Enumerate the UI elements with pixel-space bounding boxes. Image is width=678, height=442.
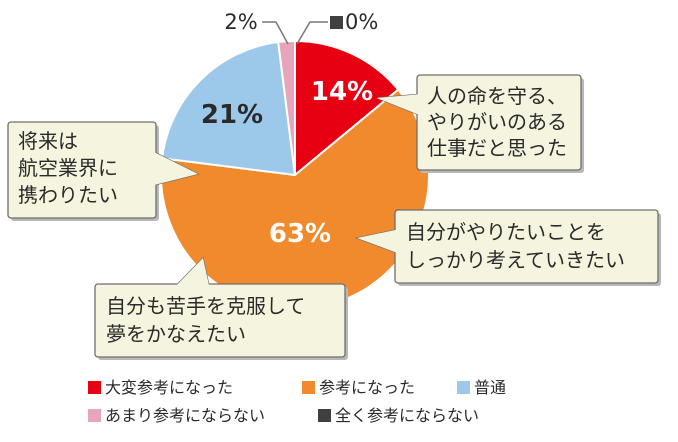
callout-text-line: 夢をかなえたい: [106, 322, 246, 346]
legend-item: 全く参考にならない: [318, 406, 479, 425]
pie-slice-labels: 14% 63% 21%: [201, 77, 373, 249]
legend-swatch: [318, 409, 331, 422]
callout-text-line: 自分も苦手を克服して: [106, 294, 305, 318]
callout-text-line: 自分がやりたいことを: [406, 220, 606, 244]
slice-value-label: 14%: [311, 77, 373, 107]
pie-slices: [160, 39, 430, 310]
callout-box: [94, 283, 346, 358]
callout-box: [416, 74, 582, 171]
legend-item: 参考になった: [302, 378, 415, 397]
callout-text-line: しっかり考えていきたい: [406, 248, 625, 272]
callout-text-line: 仕事だと思った: [427, 136, 567, 160]
callout-text-line: 航空業界に: [18, 156, 118, 180]
legend-label: 大変参考になった: [105, 378, 233, 397]
leader-line: [296, 21, 328, 45]
callout-pointer-fill: [357, 229, 400, 254]
legend-label: 普通: [474, 378, 506, 397]
slice-value-label: 0%: [345, 10, 378, 34]
callout-text-line: 携わりたい: [18, 183, 118, 207]
zero-slice-marker: [330, 16, 343, 29]
pie-outer-labels: 2% 0%: [224, 10, 378, 45]
leader-line: [262, 21, 289, 45]
callout-text-line: やりがいのある: [427, 110, 567, 134]
legend-label: 参考になった: [319, 378, 415, 397]
legend-swatch: [88, 409, 101, 422]
comment-callouts: 人の命を守る、やりがいのある仕事だと思った将来は航空業界に携わりたい自分がやりた…: [7, 74, 661, 360]
legend-item: あまり参考にならない: [88, 406, 265, 425]
pie-slice: [160, 40, 297, 177]
callout-pointer-fill: [377, 94, 422, 116]
legend-swatch: [88, 381, 101, 394]
slice-value-label: 63%: [269, 219, 331, 249]
legend-swatch: [457, 381, 470, 394]
legend-label: 全く参考にならない: [335, 406, 479, 425]
callout-pointer-fill: [172, 258, 210, 290]
callout-pointer-fill: [150, 150, 198, 186]
legend-item: 大変参考になった: [88, 378, 233, 397]
slice-value-label: 2%: [224, 10, 257, 34]
pie-slice: [294, 39, 400, 178]
callout-text-line: 将来は: [18, 129, 78, 153]
slice-value-label: 21%: [201, 100, 263, 130]
callout-text-line: 人の命を守る、: [427, 84, 567, 108]
legend-item: 普通: [457, 378, 506, 397]
legend-swatch: [302, 381, 315, 394]
legend-label: あまり参考にならない: [105, 406, 265, 425]
